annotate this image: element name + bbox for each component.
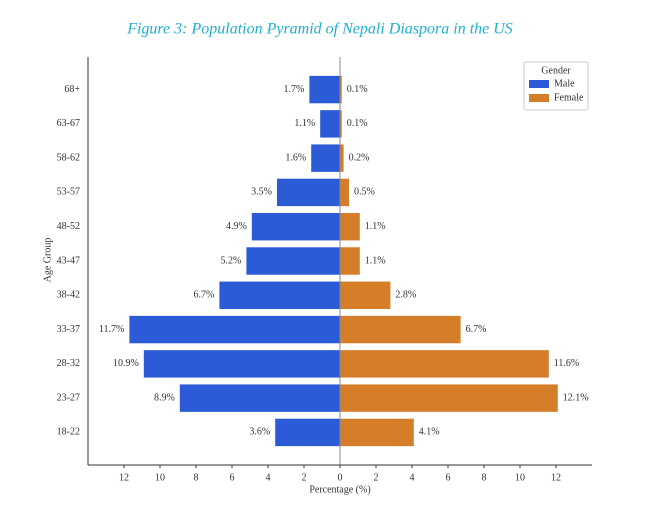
bar (179, 384, 340, 412)
x-tick-label: 8 (194, 472, 199, 483)
bar (246, 247, 340, 275)
y-tick-label: 33-37 (57, 324, 80, 335)
legend-swatch (529, 94, 549, 102)
legend-label: Male (554, 78, 575, 89)
x-tick-label: 6 (446, 472, 451, 483)
y-tick-label: 28-32 (57, 358, 80, 369)
value-label: 6.7% (466, 324, 487, 335)
bar (340, 247, 360, 275)
value-label: 11.6% (554, 358, 579, 369)
bar (143, 350, 340, 378)
y-tick-label: 63-67 (57, 118, 80, 129)
y-tick-label: 48-52 (57, 221, 80, 232)
x-tick-label: 10 (515, 472, 525, 483)
y-tick-label: 68+ (64, 84, 80, 95)
y-tick-label: 38-42 (57, 290, 80, 301)
bar (340, 418, 414, 447)
value-label: 12.1% (563, 392, 589, 403)
bar (320, 110, 340, 138)
value-label: 0.1% (347, 118, 368, 129)
bar (277, 178, 340, 207)
bar (340, 144, 344, 172)
x-tick-label: 0 (338, 472, 343, 483)
y-tick-label: 53-57 (57, 187, 80, 198)
x-tick-label: 4 (266, 472, 271, 483)
value-label: 0.2% (349, 152, 370, 163)
value-label: 11.7% (99, 324, 124, 335)
value-label: 1.1% (294, 118, 315, 129)
value-label: 4.9% (226, 221, 247, 232)
x-tick-label: 4 (410, 472, 415, 483)
y-tick-label: 58-62 (57, 152, 80, 163)
bar (340, 178, 349, 207)
bar (219, 281, 340, 309)
value-label: 3.5% (251, 187, 272, 198)
bar (340, 350, 549, 378)
bar (251, 213, 340, 241)
x-tick-label: 2 (302, 472, 307, 483)
value-label: 1.6% (285, 152, 306, 163)
bar (340, 281, 391, 309)
x-tick-label: 8 (482, 472, 487, 483)
x-tick-label: 12 (551, 472, 561, 483)
value-label: 1.1% (365, 255, 386, 266)
bar (129, 315, 340, 344)
value-label: 5.2% (221, 255, 242, 266)
chart-title: Figure 3: Population Pyramid of Nepali D… (126, 21, 513, 38)
value-label: 0.5% (354, 187, 375, 198)
value-label: 8.9% (154, 392, 175, 403)
bar (340, 213, 360, 241)
value-label: 4.1% (419, 427, 440, 438)
value-label: 1.1% (365, 221, 386, 232)
legend-label: Female (554, 92, 584, 103)
value-label: 0.1% (347, 84, 368, 95)
bar (340, 110, 342, 138)
bar (275, 418, 340, 447)
y-tick-label: 23-27 (57, 392, 80, 403)
y-tick-label: 43-47 (57, 255, 80, 266)
x-tick-label: 12 (119, 472, 129, 483)
legend: Gender Male Female (523, 61, 589, 111)
value-label: 1.7% (284, 84, 305, 95)
x-tick-label: 10 (155, 472, 165, 483)
value-label: 3.6% (249, 427, 270, 438)
bar (340, 315, 461, 344)
legend-swatch (529, 80, 549, 88)
bar (340, 75, 342, 104)
y-axis-label: Age Group (42, 238, 53, 283)
bar (311, 144, 340, 172)
bar (309, 75, 340, 104)
legend-title: Gender (541, 65, 571, 76)
x-tick-label: 2 (374, 472, 379, 483)
bar (340, 384, 558, 412)
value-label: 6.7% (194, 290, 215, 301)
value-label: 10.9% (113, 358, 139, 369)
x-axis-label: Percentage (%) (309, 484, 370, 495)
x-tick-label: 6 (230, 472, 235, 483)
y-tick-label: 18-22 (57, 427, 80, 438)
value-label: 2.8% (395, 290, 416, 301)
